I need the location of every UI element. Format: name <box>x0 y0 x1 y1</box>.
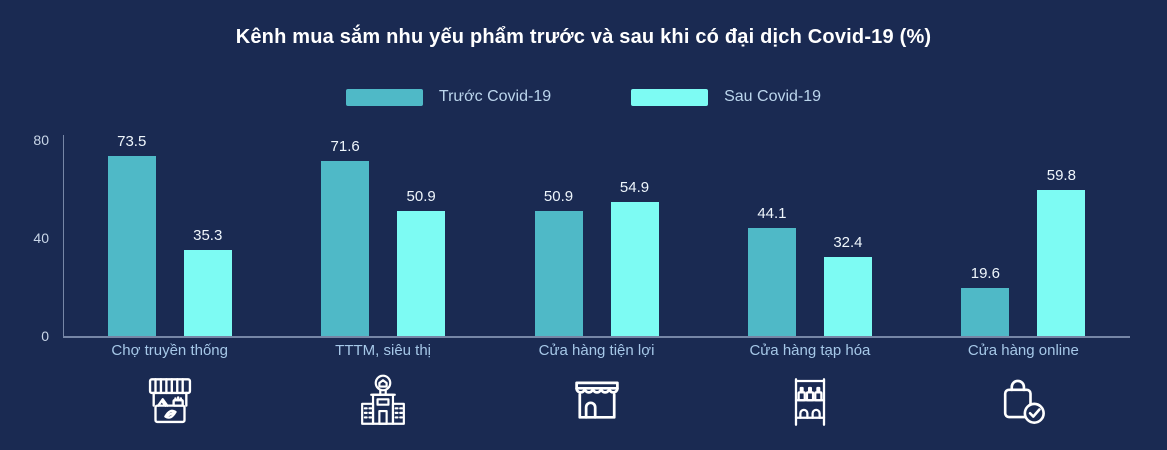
category-label: Cửa hàng tiện lợi <box>538 342 655 359</box>
bar-group: 19.6 59.8 <box>917 140 1130 336</box>
shelf-bottles-icon <box>794 378 826 426</box>
chart-title: Kênh mua sắm nhu yếu phẩm trước và sau k… <box>235 26 932 48</box>
plot-area: 0 40 80 73.5 35.3 71.6 50.9 50.9 54.9 44.1 32.4 19… <box>33 132 1130 344</box>
bar-value-label: 50.9 <box>406 188 436 206</box>
bar-group: 73.5 35.3 <box>63 133 276 336</box>
bar-value-label: 44.1 <box>757 204 787 222</box>
category-label: Chợ truyền thống <box>111 342 228 359</box>
bar-before: 50.9 <box>534 188 583 336</box>
storefront-icon <box>574 381 619 419</box>
y-tick-label: 80 <box>33 132 49 148</box>
bar-value-label: 59.8 <box>1046 166 1076 184</box>
category-label: Cửa hàng tạp hóa <box>749 342 871 359</box>
legend-swatch-before <box>345 88 423 106</box>
bar-after: 54.9 <box>610 179 659 336</box>
bar-after: 59.8 <box>1037 167 1086 336</box>
bar-groups: 73.5 35.3 71.6 50.9 50.9 54.9 44.1 32.4 19.6 59.8 <box>63 133 1130 336</box>
category-icons <box>63 372 1130 432</box>
y-tick-label: 40 <box>33 230 49 246</box>
bar-value-label: 54.9 <box>619 178 650 196</box>
legend-swatch-after <box>631 88 709 106</box>
legend-item-after: Sau Covid-19 <box>631 88 821 106</box>
bar-before: 73.5 <box>107 133 156 336</box>
bar-value-label: 71.6 <box>330 137 360 155</box>
bar-value-label: 73.5 <box>117 132 147 150</box>
bar-group: 71.6 50.9 <box>276 138 489 336</box>
bar-before: 71.6 <box>321 138 370 336</box>
legend-label-after: Sau Covid-19 <box>724 88 822 105</box>
bar-value-label: 19.6 <box>970 264 1000 282</box>
category-label: TTTM, siêu thị <box>335 342 432 359</box>
bar-before: 44.1 <box>747 205 796 336</box>
bar-group: 50.9 54.9 <box>490 140 703 336</box>
bar-value-label: 32.4 <box>833 233 863 251</box>
bar-after: 35.3 <box>183 227 232 336</box>
bar-value-label: 50.9 <box>543 188 574 206</box>
bar-after: 32.4 <box>823 234 872 336</box>
legend: Trước Covid-19 Sau Covid-19 <box>0 88 1167 106</box>
bar-before: 19.6 <box>961 265 1010 336</box>
category-labels: Chợ truyền thống TTTM, siêu thị Cửa hàng t… <box>63 342 1130 359</box>
legend-label-before: Trước Covid-19 <box>438 88 552 105</box>
y-axis <box>63 135 64 336</box>
x-axis <box>63 336 1130 338</box>
category-label: Cửa hàng online <box>967 342 1079 359</box>
mall-building-icon <box>361 374 406 425</box>
market-stall-icon <box>148 378 191 424</box>
bar-value-label: 35.3 <box>193 226 223 244</box>
legend-item-before: Trước Covid-19 <box>345 88 552 106</box>
bar-after: 50.9 <box>397 188 446 336</box>
bar-group: 44.1 32.4 <box>703 140 916 336</box>
y-tick-label: 0 <box>41 328 49 344</box>
shopping-bag-check-icon <box>1004 379 1046 424</box>
